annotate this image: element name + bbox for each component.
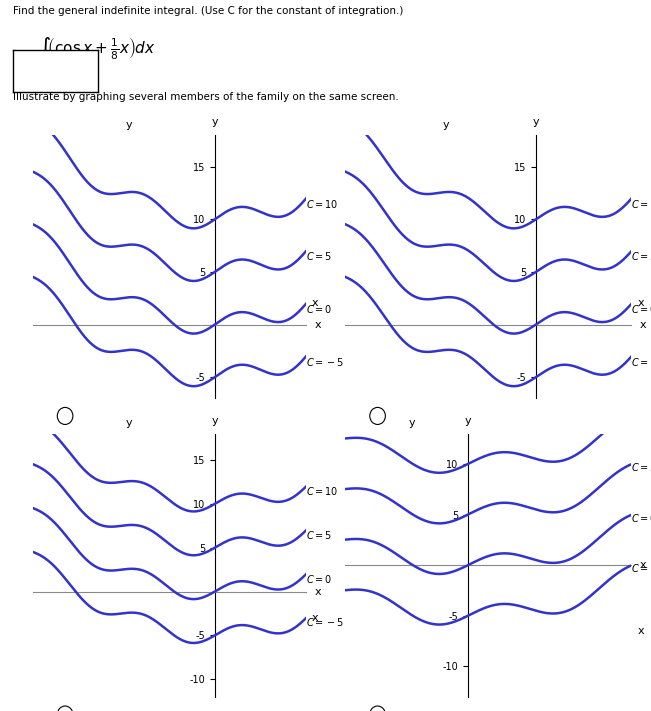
Y-axis label: y: y [126,120,132,130]
Y-axis label: y: y [409,419,415,429]
Text: $C = -5$: $C = -5$ [306,356,344,368]
Text: x: x [311,299,318,309]
Text: $C = 10$: $C = 10$ [306,198,339,210]
Text: x: x [314,319,321,329]
Text: $C = 5$: $C = 5$ [306,250,332,262]
Text: y: y [533,117,539,127]
Text: Find the general indefinite integral. (Use C for the constant of integration.): Find the general indefinite integral. (U… [13,6,404,16]
Text: Illustrate by graphing several members of the family on the same screen.: Illustrate by graphing several members o… [13,92,399,102]
Text: $C = 0$: $C = 0$ [306,303,332,315]
Text: $C = 10$: $C = 10$ [306,485,339,497]
Text: $C = 5$: $C = 5$ [306,529,332,541]
Text: $C = 5$: $C = 5$ [631,461,651,473]
Text: $C = -5$: $C = -5$ [631,562,651,574]
Text: x: x [637,626,644,636]
Text: $C = 0$: $C = 0$ [631,303,651,315]
Text: $\int\!\left(\cos x + \frac{1}{8}x\right)dx$: $\int\!\left(\cos x + \frac{1}{8}x\right… [39,36,156,62]
Y-axis label: y: y [443,120,450,130]
Text: y: y [464,416,471,426]
Y-axis label: y: y [126,419,132,429]
Text: y: y [212,117,218,127]
Text: $C = -5$: $C = -5$ [631,356,651,368]
Text: $C = 0$: $C = 0$ [631,512,651,524]
Text: $C = 5$: $C = 5$ [631,250,651,262]
Text: x: x [640,560,646,570]
Text: $C = 0$: $C = 0$ [306,572,332,584]
Text: y: y [212,416,218,426]
Text: x: x [311,613,318,623]
Text: x: x [640,319,646,329]
Text: $C = -5$: $C = -5$ [306,616,344,629]
Text: $C = 10$: $C = 10$ [631,198,651,210]
Text: x: x [314,587,321,597]
Text: x: x [637,299,644,309]
